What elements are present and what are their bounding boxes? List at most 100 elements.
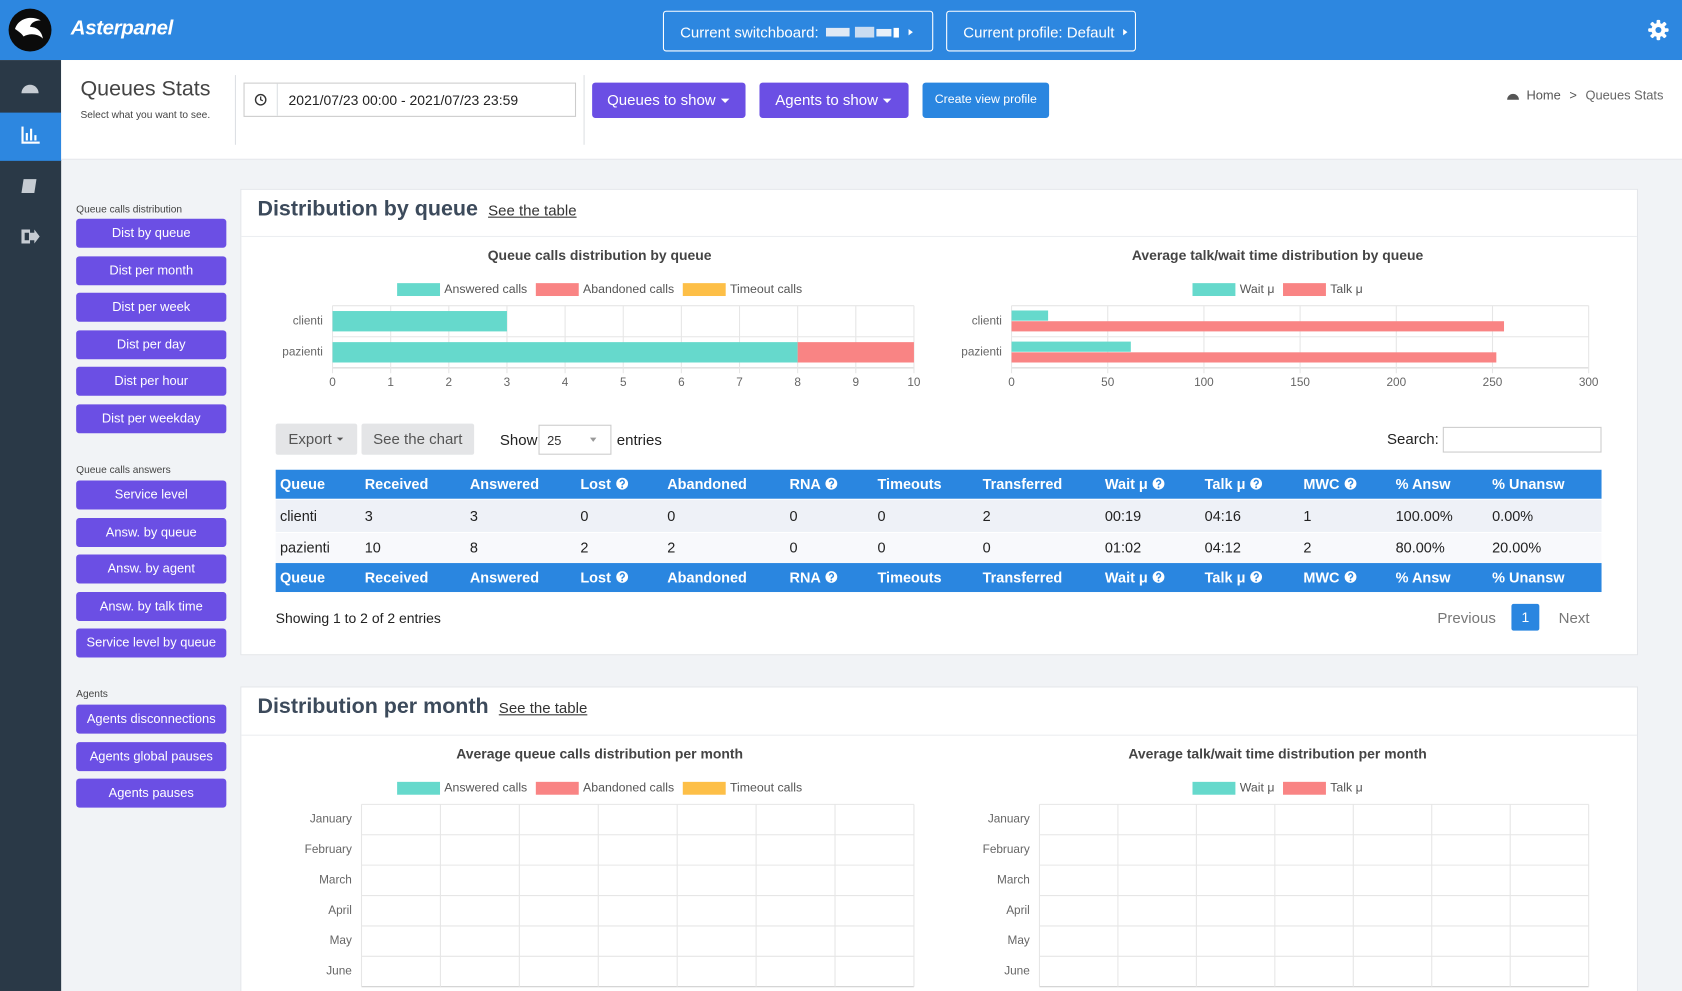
create-profile-button[interactable]: Create view profile [922,82,1050,118]
menu-button[interactable]: Dist by queue [76,218,227,248]
column-header[interactable]: Queue [280,476,325,492]
menu-button[interactable]: Dist per weekday [76,403,227,433]
column-header[interactable]: Talk μ [1205,476,1263,492]
column-header[interactable]: Abandoned [667,569,747,585]
column-header[interactable]: % Unansw [1492,476,1564,492]
nav-icons[interactable] [0,60,61,275]
page-length-select[interactable]: 25 [538,424,612,455]
column-header[interactable]: Lost [580,476,628,492]
table-cell: 01:02 [1104,539,1142,556]
column-label: Transferred [982,569,1063,586]
help-icon[interactable] [1152,477,1165,490]
column-header[interactable]: Timeouts [877,476,941,492]
help-icon[interactable] [825,571,838,584]
column-header[interactable]: Timeouts [877,569,941,585]
menu-button[interactable]: Agents disconnections [76,704,227,734]
menu-button[interactable]: Service level [76,480,227,510]
column-label: Queue [279,569,326,586]
column-header[interactable]: % Answ [1396,476,1451,492]
section-card [240,686,1639,991]
see-table-link[interactable]: See the table [488,201,577,219]
table-cell: 0.00% [1492,508,1534,525]
column-header[interactable]: Lost [580,569,628,586]
help-icon[interactable] [1344,477,1357,490]
table-cell: 80.00% [1395,539,1445,556]
switchboard-label: Current switchboard: [680,23,819,41]
column-header[interactable]: Wait μ [1105,476,1165,492]
column-header[interactable]: Transferred [983,569,1063,585]
table-cell: 8 [469,539,478,556]
column-header[interactable]: Answered [470,476,539,492]
switchboard-button[interactable]: Current switchboard: [662,10,934,52]
menu-button[interactable]: Answ. by queue [76,517,227,547]
table-cell: 100.00% [1395,508,1453,525]
separator [241,235,1637,238]
menu-heading: Queue calls distribution [76,203,183,216]
menu-button[interactable]: Dist per day [76,329,227,359]
table-cell: 0 [877,508,886,525]
help-icon[interactable] [1152,571,1165,584]
table-info: Showing 1 to 2 of 2 entries [275,610,441,627]
column-label: Timeouts [877,569,942,586]
column-label: % Answ [1395,569,1451,586]
column-header[interactable]: Abandoned [667,476,747,492]
column-header[interactable]: Transferred [983,476,1063,492]
column-header[interactable]: Answered [470,569,539,585]
column-header[interactable]: RNA [790,476,839,492]
side-nav [0,60,62,991]
see-chart-button[interactable]: See the chart [361,423,475,455]
breadcrumb-home[interactable]: Home [1526,87,1561,103]
help-icon[interactable] [1250,571,1263,584]
menu-button[interactable]: Answ. by agent [76,554,227,584]
menu-button[interactable]: Service level by queue [76,628,227,658]
column-header[interactable]: Received [365,569,429,585]
table-cell: 20.00% [1492,539,1542,556]
column-header[interactable]: MWC [1303,476,1357,492]
clock-icon [254,93,267,106]
help-icon[interactable] [825,477,838,490]
column-header[interactable]: Received [365,476,429,492]
page-title: Queues Stats [80,77,211,101]
separator [241,734,1637,736]
column-header[interactable]: MWC [1303,569,1357,586]
menu-button[interactable]: Dist per month [76,255,227,285]
profile-button[interactable]: Current profile: Default [946,10,1136,52]
see-table-link[interactable]: See the table [498,699,588,717]
column-label: Wait μ [1104,569,1148,586]
column-header[interactable]: Wait μ [1104,569,1165,586]
menu-button[interactable]: Agents global pauses [76,741,227,771]
date-range-input[interactable]: 2021/07/23 00:00 - 2021/07/23 23:59 [243,82,577,117]
caret [720,98,730,103]
column-header[interactable]: % Unansw [1492,569,1564,585]
menu-button[interactable]: Dist per week [76,292,227,322]
export-button[interactable]: Export [275,423,358,455]
help-icon[interactable] [615,571,628,584]
help-icon[interactable] [1250,477,1263,490]
table-cell: 0 [982,539,991,556]
menu-button[interactable]: Dist per hour [76,366,227,396]
blurred-name [826,26,913,38]
column-header[interactable]: Queue [280,569,325,585]
next-button[interactable]: Next [1558,609,1590,627]
queues-button[interactable]: Queues to show [592,82,746,118]
previous-button[interactable]: Previous [1437,609,1496,627]
divider [276,83,278,116]
section-title: Distribution by queue [257,197,478,221]
column-label: Abandoned [667,476,747,493]
help-icon[interactable] [615,477,628,490]
column-header[interactable]: Talk μ [1205,569,1263,586]
column-header[interactable]: % Answ [1396,569,1451,585]
menu-button[interactable]: Agents pauses [76,778,227,808]
search-input[interactable] [1442,426,1602,453]
menu-button[interactable]: Answ. by talk time [76,591,227,621]
button-label: Export [288,430,332,448]
table-cell: 04:16 [1204,508,1241,525]
help-icon[interactable] [1344,571,1357,584]
settings-icon[interactable] [1648,19,1669,41]
table-row: clienti 3 3 0 0 0 0 2 00:19 04:16 1 100.00% 0.00% [275,499,1602,532]
agents-button[interactable]: Agents to show [759,82,909,118]
column-header[interactable]: RNA [790,569,839,586]
column-label: MWC [1303,569,1340,586]
page-button[interactable]: 1 [1511,603,1540,631]
